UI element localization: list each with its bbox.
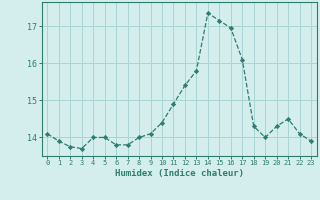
X-axis label: Humidex (Indice chaleur): Humidex (Indice chaleur) [115, 169, 244, 178]
